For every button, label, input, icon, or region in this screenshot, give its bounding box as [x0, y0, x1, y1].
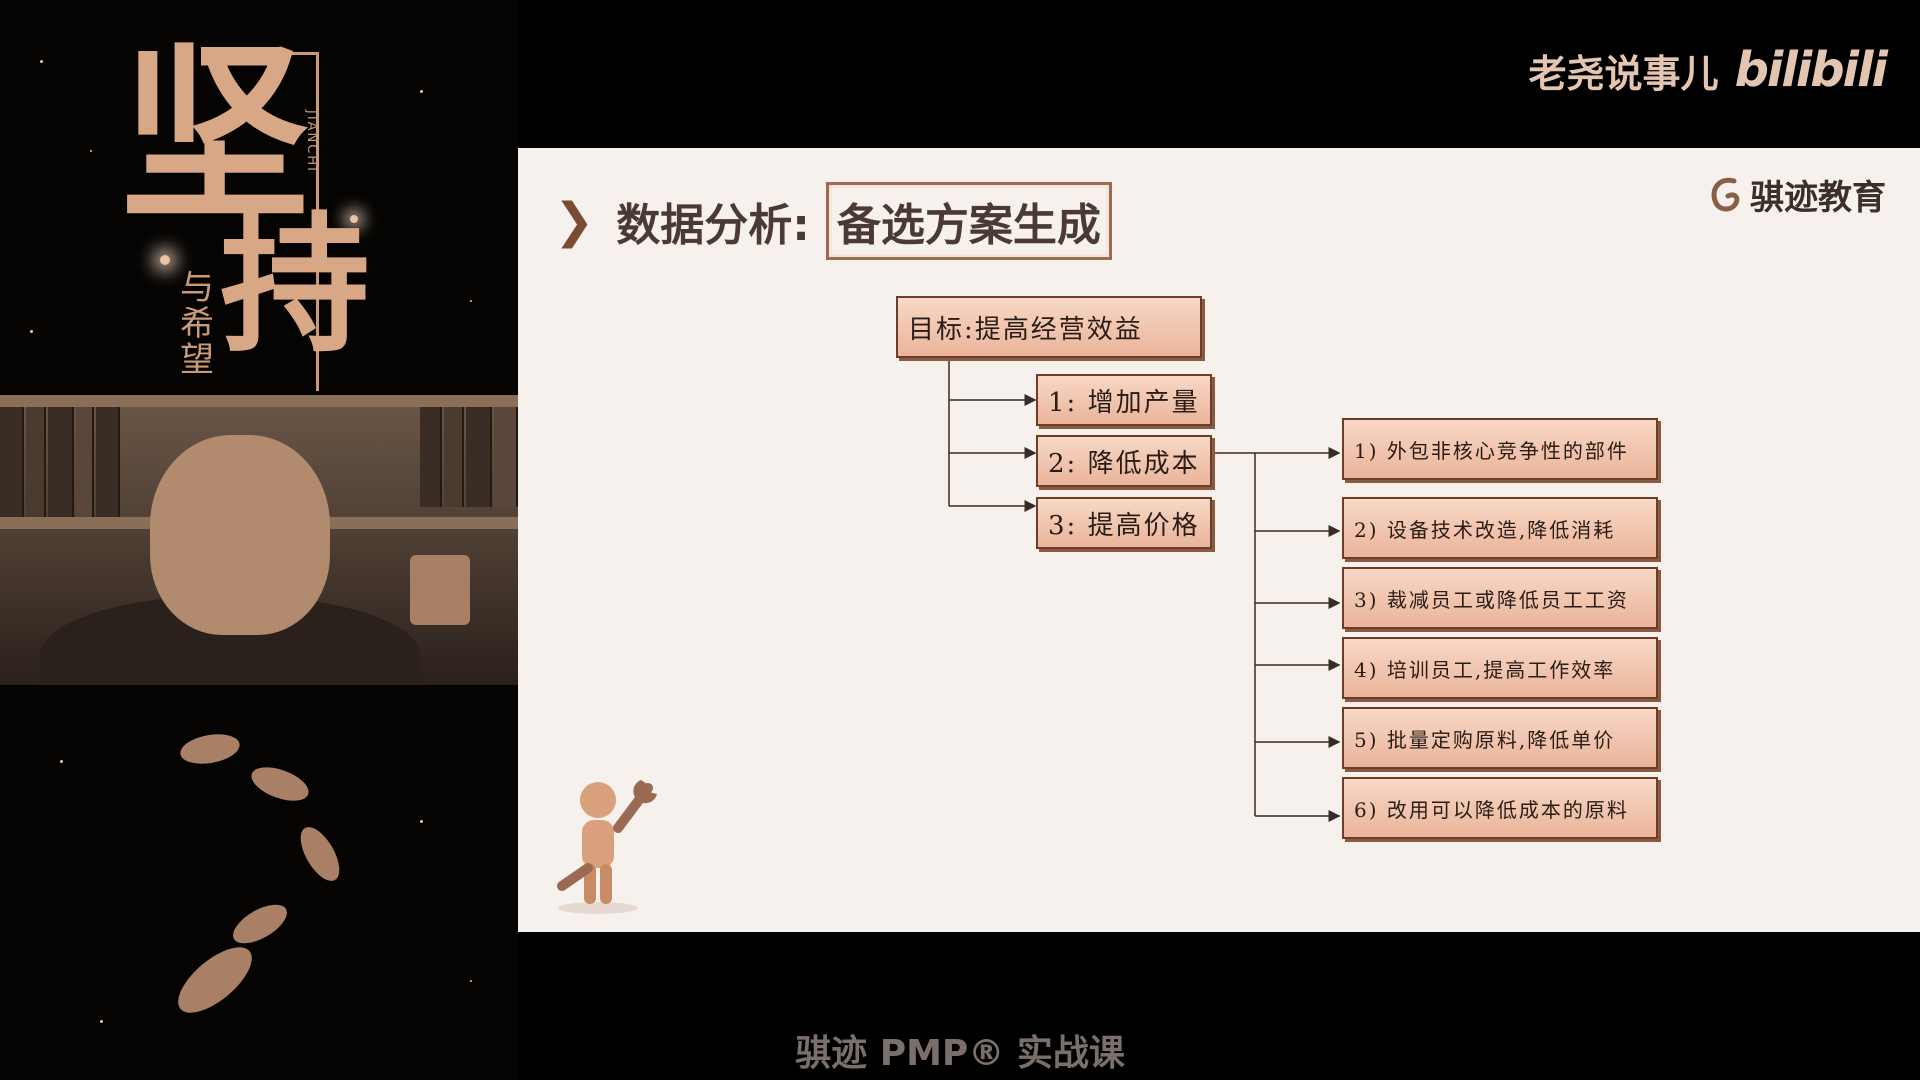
left-poster: 坚 持 与希望 JIANCHI [0, 0, 518, 1080]
option-node: 1: 增加产量 [1036, 374, 1212, 426]
sub-option-node: 1) 外包非核心竞争性的部件 [1342, 418, 1658, 480]
footprint-icon [167, 935, 263, 1025]
poster-pinyin: JIANCHI [304, 110, 319, 173]
plant-pot [410, 555, 470, 625]
heading-prefix: 数据分析: [616, 200, 810, 251]
sub-option-node: 3) 裁减员工或降低员工工资 [1342, 567, 1658, 629]
footprint-icon [247, 760, 313, 808]
brand-name: 骐迹教育 [1750, 178, 1886, 218]
footprint-icon [178, 730, 242, 768]
bilibili-logo-icon: bilibili [1734, 42, 1888, 98]
poster-title-char-2: 持 [220, 197, 371, 373]
option-node: 2: 降低成本 [1036, 435, 1212, 487]
poster-title-char-1: 坚 [120, 23, 311, 246]
footprint-icon [227, 896, 293, 952]
poster-subtitle: 与希望 [180, 268, 214, 380]
option-node: 3: 提高价格 [1036, 497, 1212, 549]
slide-heading: ❯ 数据分析: 备选方案生成 [554, 182, 1112, 260]
sub-option-node: 6) 改用可以降低成本的原料 [1342, 777, 1658, 839]
heading-boxed-title: 备选方案生成 [825, 182, 1112, 260]
brand-logo: 骐迹教育 [1708, 170, 1886, 219]
chevron-right-icon: ❯ [554, 193, 595, 249]
sub-option-node: 2) 设备技术改造,降低消耗 [1342, 497, 1658, 559]
footprint-icon [292, 821, 348, 887]
channel-name: 老尧说事儿 [1528, 51, 1719, 96]
poster-frame [246, 52, 319, 391]
course-caption: 骐迹 PMP® 实战课 [795, 1033, 1125, 1074]
goal-node: 目标:提高经营效益 [896, 296, 1202, 358]
webcam-feed [0, 395, 518, 685]
sub-option-node: 5) 批量定购原料,降低单价 [1342, 707, 1658, 769]
sub-option-node: 4) 培训员工,提高工作效率 [1342, 637, 1658, 699]
wrench-figure-icon [557, 780, 657, 914]
tree-connectors [948, 358, 1341, 822]
presenter-head [150, 435, 330, 635]
channel-watermark: 老尧说事儿 bilibili [1528, 42, 1888, 98]
brand-mark-icon [1711, 177, 1740, 211]
presentation-slide: ❯ 数据分析: 备选方案生成 骐迹教育 目标:提高经营效 [518, 148, 1920, 932]
